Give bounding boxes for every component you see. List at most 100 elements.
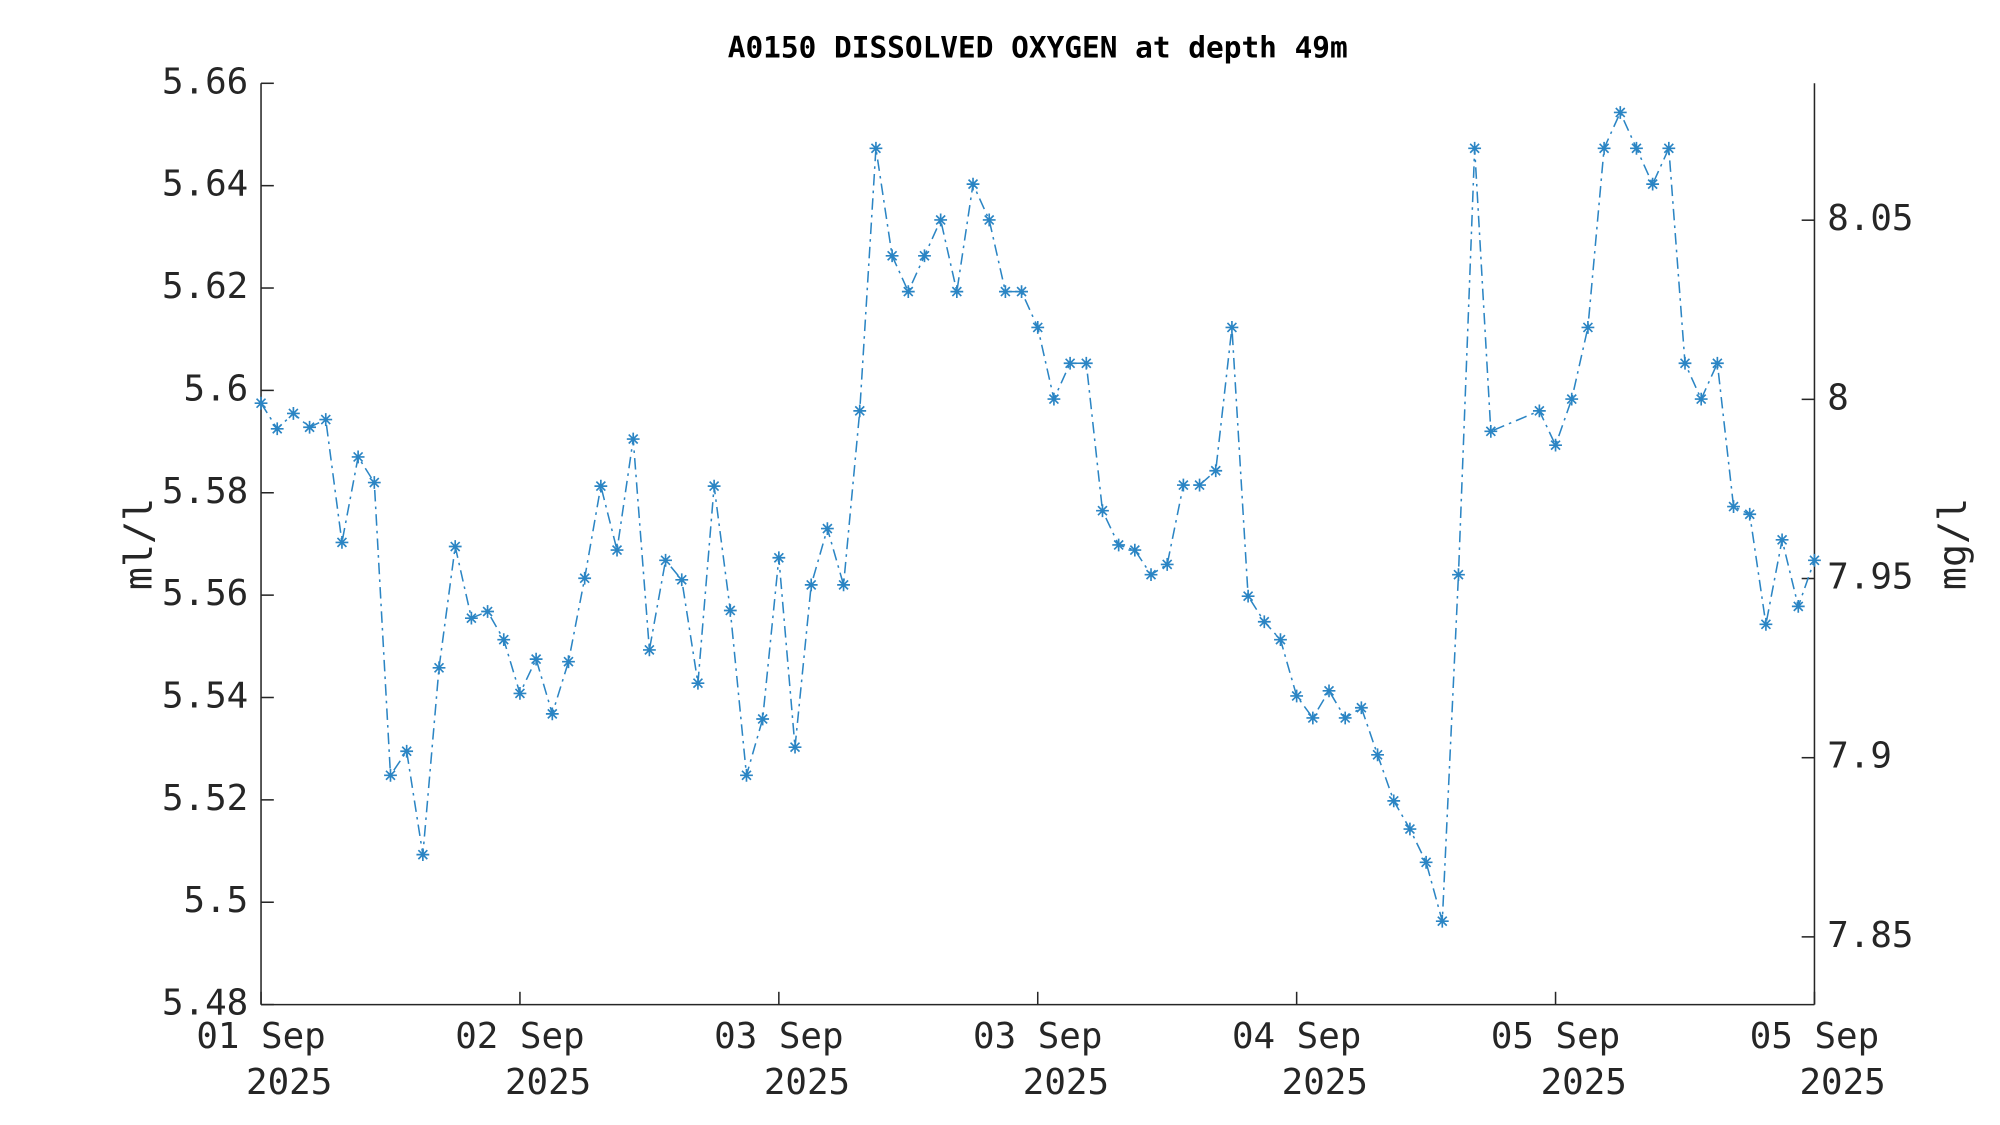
data-point bbox=[1338, 711, 1352, 725]
y-tick-label: 5.64 bbox=[162, 164, 248, 205]
data-point bbox=[1112, 538, 1126, 552]
data-point bbox=[934, 213, 948, 227]
data-point bbox=[497, 633, 511, 647]
data-point bbox=[1775, 533, 1789, 547]
data-point bbox=[1791, 599, 1805, 613]
data-point bbox=[1435, 914, 1449, 928]
data-point bbox=[1144, 568, 1158, 582]
data-point bbox=[918, 249, 931, 263]
y2-tick-label: 7.9 bbox=[1827, 736, 1892, 777]
data-point bbox=[642, 643, 656, 657]
y-tick-label: 5.62 bbox=[162, 266, 248, 307]
data-point bbox=[464, 611, 478, 625]
data-point bbox=[562, 655, 575, 669]
data-point bbox=[254, 396, 268, 410]
x-tick-label: 2025 bbox=[1541, 1062, 1627, 1103]
data-point bbox=[1694, 392, 1708, 406]
data-point bbox=[1322, 684, 1336, 698]
data-point bbox=[351, 450, 365, 464]
data-point bbox=[270, 422, 284, 436]
data-point bbox=[869, 141, 883, 155]
data-point bbox=[1274, 633, 1287, 647]
data-point bbox=[416, 848, 430, 862]
y2-tick-label: 8.05 bbox=[1827, 198, 1913, 239]
data-point bbox=[1047, 392, 1061, 406]
x-tick-label: 2025 bbox=[764, 1062, 850, 1103]
y-tick-label: 5.66 bbox=[162, 61, 248, 102]
data-point bbox=[1710, 356, 1724, 370]
y-axis-label: ml/l bbox=[116, 498, 161, 590]
data-point bbox=[1290, 689, 1304, 703]
x-tick-label: 05 Sep bbox=[1491, 1016, 1620, 1057]
data-point bbox=[1630, 141, 1643, 155]
data-point bbox=[1176, 478, 1190, 492]
data-point bbox=[804, 578, 818, 592]
data-point bbox=[513, 687, 527, 700]
y-tick-label: 5.5 bbox=[184, 880, 249, 921]
x-tick-label: 05 Sep bbox=[1750, 1016, 1879, 1057]
x-tick-label: 04 Sep bbox=[1232, 1016, 1361, 1057]
data-point bbox=[723, 604, 737, 617]
data-point bbox=[1403, 822, 1417, 836]
x-tick-label: 03 Sep bbox=[973, 1016, 1102, 1057]
data-point bbox=[626, 432, 640, 446]
x-tick-label: 03 Sep bbox=[714, 1016, 843, 1057]
data-point bbox=[1160, 558, 1174, 571]
x-tick-label: 2025 bbox=[1023, 1062, 1109, 1103]
y-tick-label: 5.54 bbox=[162, 675, 248, 716]
y-tick-label: 5.52 bbox=[162, 778, 248, 819]
data-point bbox=[1597, 141, 1611, 155]
data-point bbox=[578, 571, 592, 585]
data-point bbox=[1193, 478, 1206, 492]
data-point bbox=[1241, 589, 1255, 603]
data-point bbox=[998, 285, 1012, 299]
data-point bbox=[1354, 701, 1368, 715]
data-point bbox=[675, 573, 689, 587]
data-point bbox=[901, 285, 915, 299]
data-point bbox=[691, 676, 705, 690]
x-tick-label: 2025 bbox=[505, 1062, 591, 1103]
data-point bbox=[319, 413, 333, 426]
data-point bbox=[950, 285, 964, 299]
data-point bbox=[1565, 392, 1579, 406]
data-point bbox=[1646, 177, 1660, 191]
y-tick-label: 5.58 bbox=[162, 471, 248, 512]
data-point bbox=[659, 553, 672, 567]
y-tick-label: 5.56 bbox=[162, 573, 248, 614]
data-point bbox=[1257, 615, 1271, 629]
data-point bbox=[1079, 356, 1093, 370]
data-point bbox=[287, 407, 300, 420]
data-point bbox=[1484, 424, 1498, 438]
data-point bbox=[610, 543, 624, 557]
data-point bbox=[384, 768, 397, 782]
data-point bbox=[335, 536, 349, 549]
data-point bbox=[1678, 356, 1692, 370]
data-point bbox=[885, 249, 899, 263]
data-point bbox=[594, 479, 608, 493]
data-point bbox=[432, 661, 446, 675]
data-point bbox=[820, 522, 834, 535]
data-point bbox=[1808, 553, 1821, 567]
data-point bbox=[1662, 141, 1676, 155]
data-point bbox=[740, 768, 753, 782]
data-point bbox=[448, 540, 462, 553]
data-point bbox=[1581, 321, 1595, 334]
y-tick-label: 5.48 bbox=[162, 983, 248, 1024]
data-point bbox=[1549, 438, 1562, 452]
data-point bbox=[1743, 507, 1757, 521]
data-point bbox=[1209, 464, 1223, 478]
data-point bbox=[707, 479, 721, 493]
data-point bbox=[788, 740, 802, 754]
data-line bbox=[260, 110, 1816, 922]
data-point bbox=[1063, 356, 1077, 370]
data-point bbox=[1371, 748, 1384, 762]
data-point bbox=[1613, 106, 1627, 119]
y2-tick-label: 7.85 bbox=[1827, 915, 1913, 956]
data-point bbox=[982, 213, 996, 227]
chart-title: A0150 DISSOLVED OXYGEN at depth 49m bbox=[728, 31, 1348, 65]
data-point bbox=[966, 177, 980, 191]
data-point bbox=[1759, 617, 1773, 631]
data-point bbox=[1031, 321, 1045, 334]
